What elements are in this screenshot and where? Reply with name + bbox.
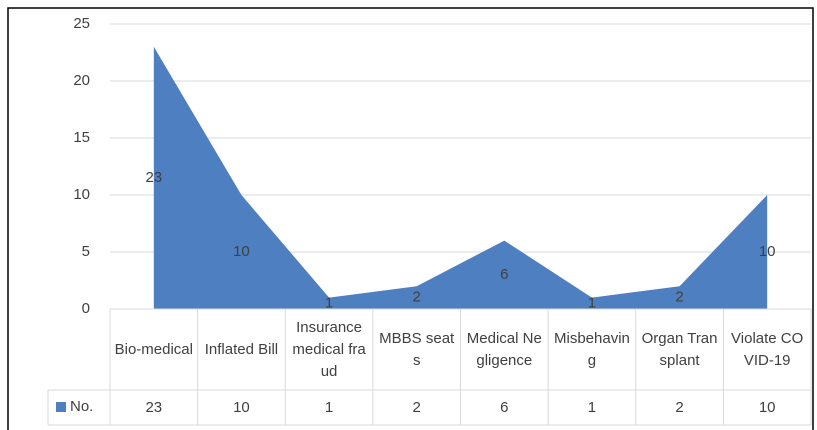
x-category-cell: Violate COVID-19: [731, 329, 804, 369]
table-value-cell: 23: [145, 398, 163, 416]
legend-swatch: [56, 402, 66, 412]
data-label: 6: [500, 266, 508, 283]
data-label: 1: [325, 294, 333, 311]
data-label: 1: [588, 294, 596, 311]
table-value-cell: 2: [412, 398, 421, 416]
x-category-cell: Medical Negligence: [466, 329, 542, 369]
y-tick-label: 25: [73, 15, 90, 32]
table-value-cell: 1: [324, 398, 334, 416]
y-tick-label: 15: [73, 129, 90, 146]
table-value-cell: 10: [758, 398, 776, 416]
table-value-cell: 1: [587, 398, 597, 416]
legend-label: No.: [70, 398, 93, 415]
y-tick-label: 20: [73, 72, 90, 89]
area: [153, 46, 768, 310]
y-tick-label: 0: [82, 300, 90, 317]
data-label: 10: [233, 243, 250, 260]
x-category-cell: Insurance medical fraud: [292, 318, 366, 380]
table-value-cell: 2: [675, 398, 684, 416]
data-label: 10: [759, 243, 776, 260]
x-category-cell: MBBS seats: [379, 329, 455, 369]
y-tick-label: 10: [73, 186, 90, 203]
x-category-cell: Misbehaving: [554, 329, 630, 369]
x-category-cell: Organ Transplant: [641, 329, 718, 369]
data-label: 2: [413, 289, 421, 306]
table-value-cell: 6: [500, 398, 509, 416]
frame: [7, 7, 814, 430]
data-label: 2: [675, 289, 683, 306]
x-category-cell: Inflated Bill: [204, 340, 279, 358]
data-label: 23: [145, 169, 162, 186]
x-category-cell: Bio-medical: [114, 340, 193, 358]
y-tick-label: 5: [82, 243, 90, 260]
table-value-cell: 10: [233, 398, 250, 416]
